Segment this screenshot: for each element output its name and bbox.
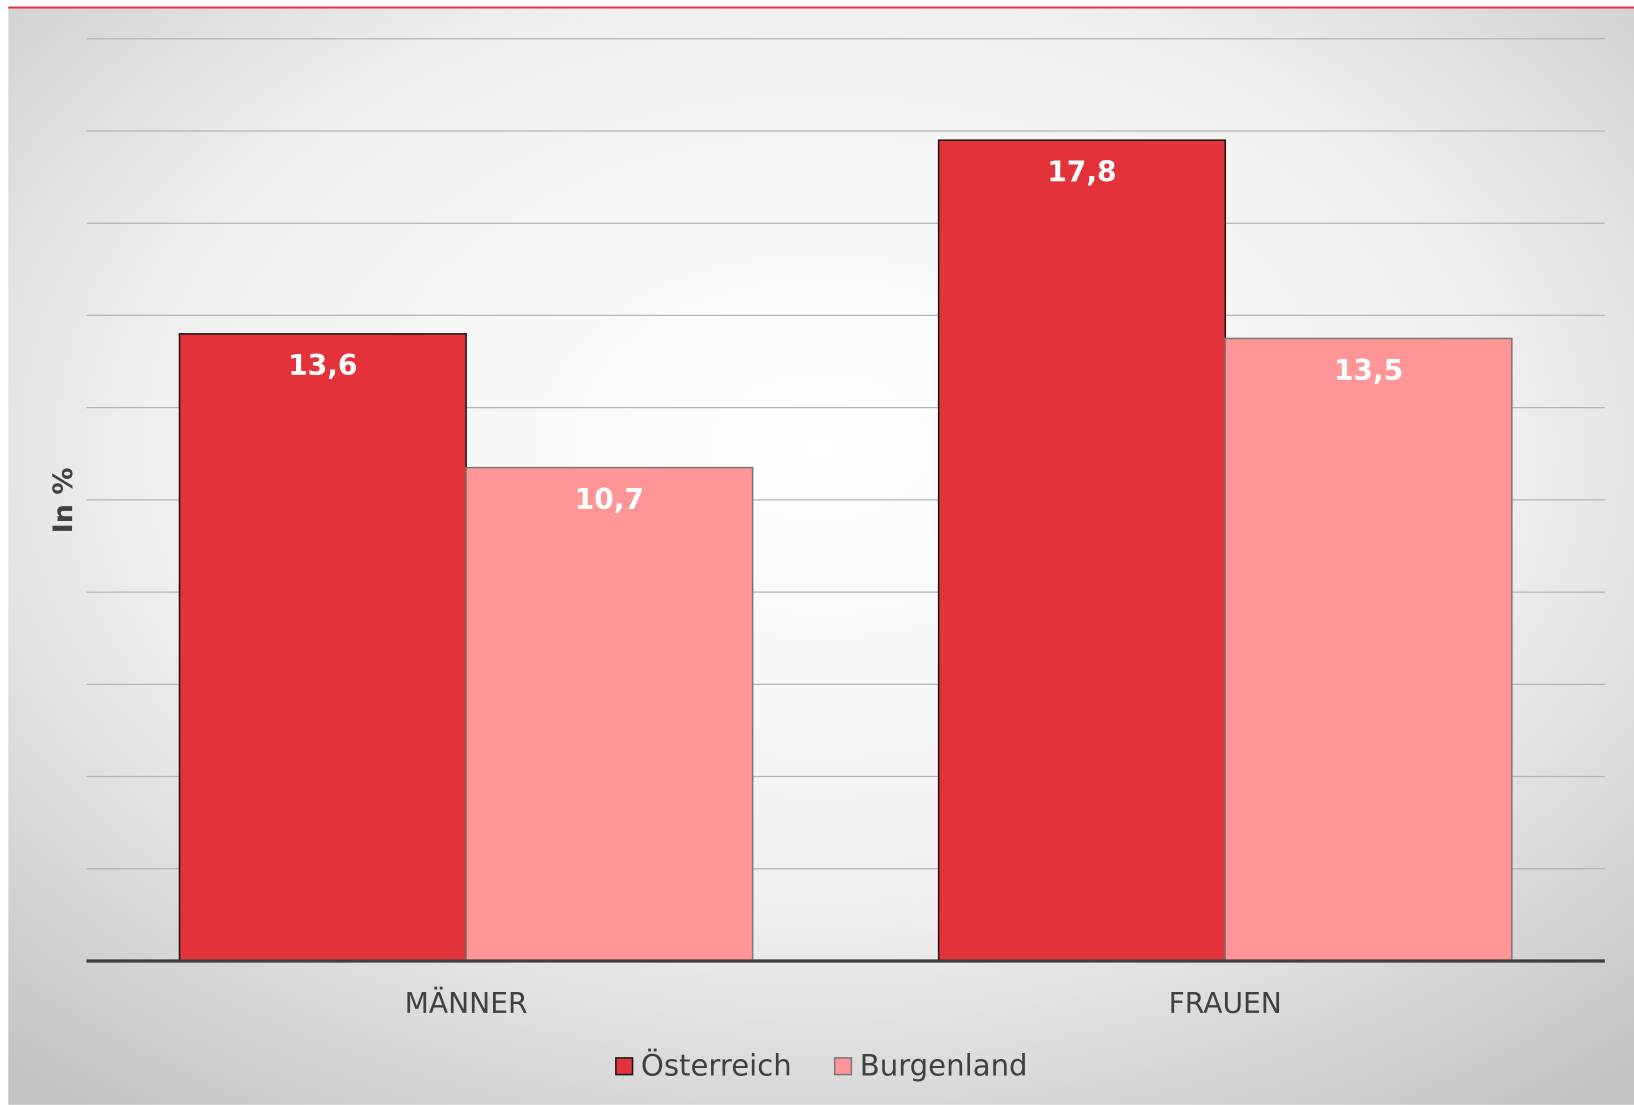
legend-label: Österreich — [641, 1048, 792, 1082]
bar — [937, 139, 1227, 962]
x-tick-label: FRAUEN — [1169, 987, 1282, 1020]
data-label: 10,7 — [575, 483, 644, 516]
data-label: 17,8 — [1047, 156, 1116, 189]
bar — [1224, 337, 1513, 962]
data-label: 13,6 — [288, 349, 357, 382]
y-axis-label: In % — [48, 467, 79, 533]
bar — [465, 466, 754, 962]
legend-label: Burgenland — [860, 1048, 1028, 1082]
legend-swatch — [615, 1057, 634, 1076]
bar — [178, 333, 467, 962]
x-tick-label: MÄNNER — [405, 987, 528, 1020]
data-label: 13,5 — [1334, 354, 1403, 387]
legend-swatch — [833, 1057, 853, 1076]
